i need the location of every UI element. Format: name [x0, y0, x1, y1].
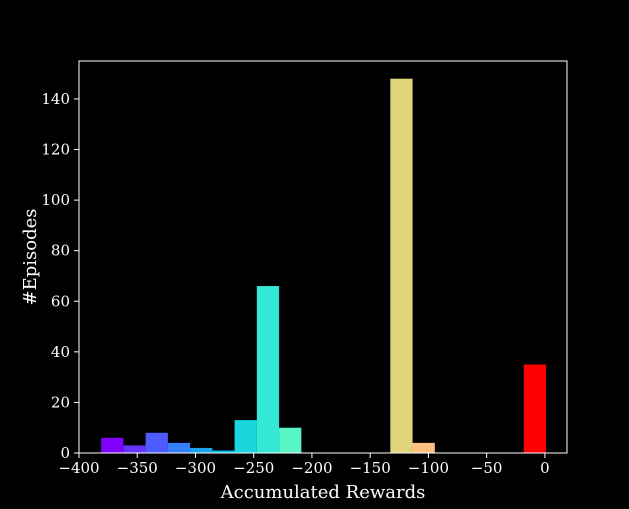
y-tick-label: 20: [51, 393, 70, 411]
x-tick-label: −100: [408, 459, 449, 477]
histogram-bar: [190, 447, 213, 453]
x-tick-label: −250: [233, 459, 274, 477]
histogram-bar: [167, 442, 191, 453]
histogram-bar: [279, 427, 302, 453]
y-tick-label: 80: [51, 242, 70, 260]
histogram-bar: [390, 78, 413, 453]
x-tick-label: 0: [540, 459, 550, 477]
histogram-bar: [123, 445, 146, 453]
x-tick-label: −150: [350, 459, 391, 477]
histogram-bar: [234, 420, 257, 453]
x-tick-label: −300: [175, 459, 216, 477]
x-tick-label: −400: [58, 459, 99, 477]
y-tick-label: 140: [41, 90, 70, 108]
y-tick-label: 60: [51, 292, 70, 310]
histogram-bar: [145, 432, 168, 453]
plot-frame: [78, 60, 568, 454]
x-axis: −400 −350 −300 −250 −200 −150 −100 −50 0: [58, 453, 550, 477]
x-tick-label: −350: [117, 459, 158, 477]
y-axis: 0 20 40 60 80 100 120 140: [41, 90, 79, 462]
y-tick-label: 0: [60, 444, 70, 462]
y-tick-label: 100: [41, 191, 70, 209]
histogram-bar: [256, 286, 280, 453]
y-axis-title: #Episodes: [20, 209, 41, 306]
x-tick-label: −50: [471, 459, 503, 477]
histogram-bar: [212, 450, 235, 453]
y-tick-label: 120: [41, 141, 70, 159]
x-axis-title: Accumulated Rewards: [220, 482, 426, 503]
histogram-bar: [523, 364, 547, 453]
x-tick-label: −200: [291, 459, 332, 477]
histogram-bar: [412, 442, 435, 453]
bars-group: [101, 78, 547, 453]
histogram-bar: [101, 437, 124, 453]
y-tick-label: 40: [51, 343, 70, 361]
